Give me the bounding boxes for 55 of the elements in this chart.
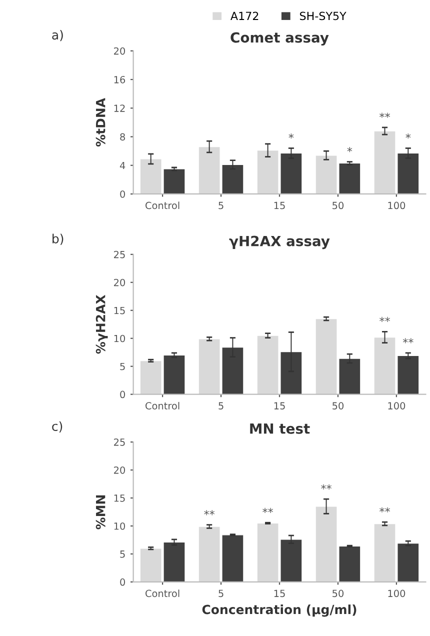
y-tick-label: 20 [114,466,126,474]
y-tick-label: 10 [114,522,126,530]
legend-label: SH-SY5Y [300,12,346,20]
y-tick-label: 25 [114,438,125,446]
chart-title: MN test [250,424,310,434]
text: a) [52,30,63,42]
annotation: ** [380,112,390,118]
text: c) [52,421,62,432]
annotation: * [288,133,294,139]
y-tick-label: 12 [114,104,125,112]
annotation: ** [380,507,390,512]
annotation: ** [402,338,414,344]
x-tick-label: 50 [332,590,344,598]
y-tick-label: 4 [120,162,126,170]
x-tick-label: Control [146,402,180,410]
y-tick-label: 0 [120,578,126,586]
y-tick-label: 0 [120,190,126,198]
x-tick-label: 50 [332,402,344,410]
annotation: ** [321,484,332,490]
y-tick-label: 20 [114,47,126,55]
y-tick-label: 15 [114,494,125,502]
y-tick-label: 15 [114,306,125,314]
x-tick-label: 100 [388,590,406,598]
y-tick-label: 5 [120,362,125,370]
y-axis-title: %tDNA [96,98,106,147]
x-tick-label: 15 [274,402,285,410]
y-axis-title: %MN [96,495,106,530]
x-tick-label: 5 [218,402,224,410]
x-tick-label: 15 [274,202,285,210]
y-tick-label: 5 [120,550,125,558]
legend-label: A172 [230,12,258,20]
chart-title: Comet assay [230,32,329,46]
annotation: * [347,147,352,152]
x-tick-label: 100 [388,402,406,410]
text: b) [52,234,64,245]
y-tick-label: 0 [120,390,126,398]
chart-title: γH2AX assay [229,236,330,250]
x-tick-label: 5 [218,590,224,598]
x-tick-label: Control [146,590,180,598]
x-tick-label: 100 [388,202,406,210]
x-axis-title: Concentration (µg/ml) [202,604,356,617]
x-tick-label: 5 [218,202,224,210]
y-tick-label: 8 [120,133,125,141]
annotation: ** [380,316,390,322]
y-axis-title: %γH2AX [96,294,108,354]
y-tick-label: 20 [114,278,126,286]
y-tick-label: 16 [114,76,126,84]
annotation: * [406,133,411,139]
annotation: ** [204,510,215,516]
y-tick-label: 25 [114,250,125,258]
x-tick-label: 15 [274,590,285,598]
y-tick-label: 10 [114,334,126,342]
x-tick-label: Control [146,202,180,210]
annotation: ** [262,508,274,513]
x-tick-label: 50 [332,202,344,210]
